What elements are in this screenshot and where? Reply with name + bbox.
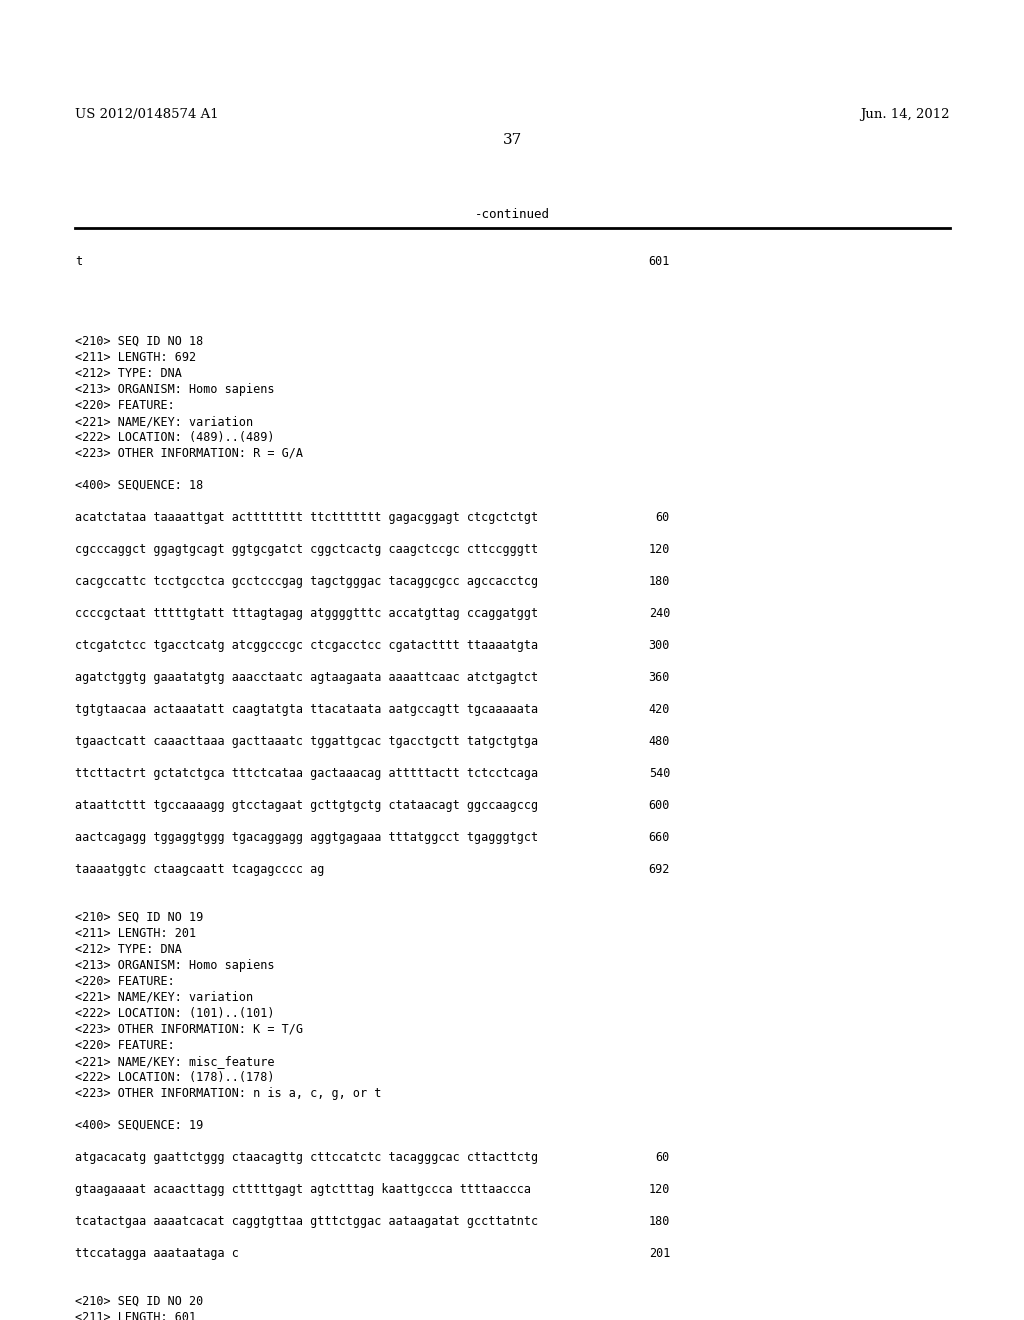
Text: <220> FEATURE:: <220> FEATURE: — [75, 399, 175, 412]
Text: ttcttactrt gctatctgca tttctcataa gactaaacag atttttactt tctcctcaga: ttcttactrt gctatctgca tttctcataa gactaaa… — [75, 767, 539, 780]
Text: <212> TYPE: DNA: <212> TYPE: DNA — [75, 367, 182, 380]
Text: tgtgtaacaa actaaatatt caagtatgta ttacataata aatgccagtt tgcaaaaata: tgtgtaacaa actaaatatt caagtatgta ttacata… — [75, 704, 539, 715]
Text: 37: 37 — [503, 133, 521, 147]
Text: 201: 201 — [648, 1247, 670, 1261]
Text: t: t — [75, 255, 82, 268]
Text: US 2012/0148574 A1: US 2012/0148574 A1 — [75, 108, 219, 121]
Text: taaaatggtc ctaagcaatt tcagagcccc ag: taaaatggtc ctaagcaatt tcagagcccc ag — [75, 863, 325, 876]
Text: <213> ORGANISM: Homo sapiens: <213> ORGANISM: Homo sapiens — [75, 383, 274, 396]
Text: <211> LENGTH: 201: <211> LENGTH: 201 — [75, 927, 197, 940]
Text: <211> LENGTH: 601: <211> LENGTH: 601 — [75, 1311, 197, 1320]
Text: -continued: -continued — [474, 209, 550, 220]
Text: 240: 240 — [648, 607, 670, 620]
Text: ctcgatctcc tgacctcatg atcggcccgc ctcgacctcc cgatactttt ttaaaatgta: ctcgatctcc tgacctcatg atcggcccgc ctcgacc… — [75, 639, 539, 652]
Text: <213> ORGANISM: Homo sapiens: <213> ORGANISM: Homo sapiens — [75, 960, 274, 972]
Text: 180: 180 — [648, 576, 670, 587]
Text: Jun. 14, 2012: Jun. 14, 2012 — [860, 108, 950, 121]
Text: <210> SEQ ID NO 19: <210> SEQ ID NO 19 — [75, 911, 203, 924]
Text: 480: 480 — [648, 735, 670, 748]
Text: 360: 360 — [648, 671, 670, 684]
Text: ataattcttt tgccaaaagg gtcctagaat gcttgtgctg ctataacagt ggccaagccg: ataattcttt tgccaaaagg gtcctagaat gcttgtg… — [75, 799, 539, 812]
Text: <223> OTHER INFORMATION: n is a, c, g, or t: <223> OTHER INFORMATION: n is a, c, g, o… — [75, 1086, 381, 1100]
Text: 420: 420 — [648, 704, 670, 715]
Text: agatctggtg gaaatatgtg aaacctaatc agtaagaata aaaattcaac atctgagtct: agatctggtg gaaatatgtg aaacctaatc agtaaga… — [75, 671, 539, 684]
Text: <210> SEQ ID NO 18: <210> SEQ ID NO 18 — [75, 335, 203, 348]
Text: <221> NAME/KEY: variation: <221> NAME/KEY: variation — [75, 414, 253, 428]
Text: <211> LENGTH: 692: <211> LENGTH: 692 — [75, 351, 197, 364]
Text: 120: 120 — [648, 1183, 670, 1196]
Text: acatctataa taaaattgat actttttttt ttcttttttt gagacggagt ctcgctctgt: acatctataa taaaattgat actttttttt ttctttt… — [75, 511, 539, 524]
Text: <400> SEQUENCE: 19: <400> SEQUENCE: 19 — [75, 1119, 203, 1133]
Text: gtaagaaaat acaacttagg ctttttgagt agtctttag kaattgccca ttttaaccca: gtaagaaaat acaacttagg ctttttgagt agtcttt… — [75, 1183, 531, 1196]
Text: aactcagagg tggaggtggg tgacaggagg aggtgagaaa tttatggcct tgagggtgct: aactcagagg tggaggtggg tgacaggagg aggtgag… — [75, 832, 539, 843]
Text: tgaactcatt caaacttaaa gacttaaatc tggattgcac tgacctgctt tatgctgtga: tgaactcatt caaacttaaa gacttaaatc tggattg… — [75, 735, 539, 748]
Text: ttccatagga aaataataga c: ttccatagga aaataataga c — [75, 1247, 239, 1261]
Text: <212> TYPE: DNA: <212> TYPE: DNA — [75, 942, 182, 956]
Text: <222> LOCATION: (489)..(489): <222> LOCATION: (489)..(489) — [75, 432, 274, 444]
Text: 660: 660 — [648, 832, 670, 843]
Text: 692: 692 — [648, 863, 670, 876]
Text: <223> OTHER INFORMATION: K = T/G: <223> OTHER INFORMATION: K = T/G — [75, 1023, 303, 1036]
Text: <220> FEATURE:: <220> FEATURE: — [75, 1039, 175, 1052]
Text: 60: 60 — [655, 1151, 670, 1164]
Text: <221> NAME/KEY: variation: <221> NAME/KEY: variation — [75, 991, 253, 1005]
Text: 180: 180 — [648, 1214, 670, 1228]
Text: 60: 60 — [655, 511, 670, 524]
Text: <400> SEQUENCE: 18: <400> SEQUENCE: 18 — [75, 479, 203, 492]
Text: ccccgctaat tttttgtatt tttagtagag atggggtttc accatgttag ccaggatggt: ccccgctaat tttttgtatt tttagtagag atggggt… — [75, 607, 539, 620]
Text: cgcccaggct ggagtgcagt ggtgcgatct cggctcactg caagctccgc cttccgggtt: cgcccaggct ggagtgcagt ggtgcgatct cggctca… — [75, 543, 539, 556]
Text: <220> FEATURE:: <220> FEATURE: — [75, 975, 175, 987]
Text: <223> OTHER INFORMATION: R = G/A: <223> OTHER INFORMATION: R = G/A — [75, 447, 303, 459]
Text: atgacacatg gaattctggg ctaacagttg cttccatctc tacagggcac cttacttctg: atgacacatg gaattctggg ctaacagttg cttccat… — [75, 1151, 539, 1164]
Text: cacgccattc tcctgcctca gcctcccgag tagctgggac tacaggcgcc agccacctcg: cacgccattc tcctgcctca gcctcccgag tagctgg… — [75, 576, 539, 587]
Text: <210> SEQ ID NO 20: <210> SEQ ID NO 20 — [75, 1295, 203, 1308]
Text: <222> LOCATION: (178)..(178): <222> LOCATION: (178)..(178) — [75, 1071, 274, 1084]
Text: 600: 600 — [648, 799, 670, 812]
Text: 120: 120 — [648, 543, 670, 556]
Text: 300: 300 — [648, 639, 670, 652]
Text: 601: 601 — [648, 255, 670, 268]
Text: <222> LOCATION: (101)..(101): <222> LOCATION: (101)..(101) — [75, 1007, 274, 1020]
Text: <221> NAME/KEY: misc_feature: <221> NAME/KEY: misc_feature — [75, 1055, 274, 1068]
Text: 540: 540 — [648, 767, 670, 780]
Text: tcatactgaa aaaatcacat caggtgttaa gtttctggac aataagatat gccttatntc: tcatactgaa aaaatcacat caggtgttaa gtttctg… — [75, 1214, 539, 1228]
